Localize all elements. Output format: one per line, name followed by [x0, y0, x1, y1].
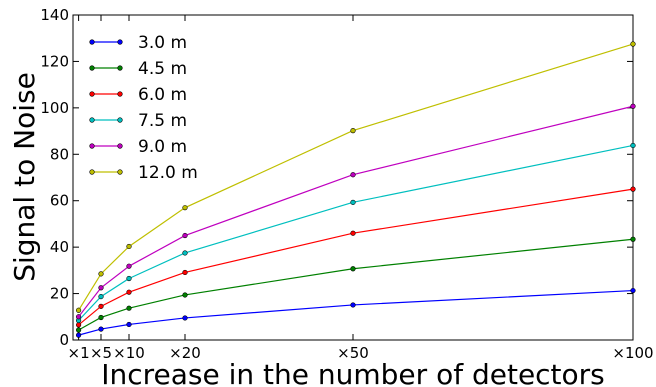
data-point	[350, 230, 356, 236]
data-point	[182, 232, 188, 239]
y-tick-label: 40	[50, 238, 69, 256]
y-tick-label: 80	[50, 145, 69, 163]
legend-item: 12.0 m	[89, 163, 198, 183]
legend-item: 3.0 m	[89, 33, 187, 53]
data-point	[75, 322, 82, 328]
series-line	[78, 289, 634, 336]
legend-item: 9.0 m	[89, 137, 187, 157]
legend-label: 7.5 m	[138, 111, 187, 131]
data-point	[182, 205, 188, 211]
data-point	[182, 292, 188, 298]
data-point	[126, 275, 132, 282]
legend-label: 9.0 m	[138, 137, 187, 157]
y-axis-title: Signal to Noise	[8, 72, 41, 282]
data-point	[126, 305, 132, 311]
y-tick-label: 20	[50, 285, 69, 303]
data-point	[350, 302, 356, 308]
data-point	[98, 285, 104, 291]
x-tick-label: ×50	[337, 344, 369, 362]
data-point	[75, 327, 82, 333]
y-tick-label: 0	[59, 331, 69, 349]
data-point	[350, 172, 356, 178]
y-tick-label: 60	[50, 192, 69, 210]
y-axis-ticks: 0 20 40 60 80 100 120 140	[40, 6, 633, 349]
legend-item: 7.5 m	[89, 111, 187, 131]
legend-marker	[117, 91, 123, 97]
data-point	[350, 199, 356, 205]
data-point	[98, 326, 104, 332]
legend-label: 4.5 m	[138, 59, 187, 79]
legend-item: 4.5 m	[89, 59, 187, 79]
x-axis-ticks: ×1 ×5 ×10 ×20 ×50 ×100	[68, 15, 654, 362]
x-axis-title: Increase in the number of detectors	[101, 358, 605, 387]
series-line	[78, 238, 634, 331]
legend-marker	[89, 169, 95, 175]
legend-marker	[89, 117, 95, 123]
data-point	[350, 128, 356, 134]
data-point	[630, 236, 636, 242]
x-tick-label: ×20	[169, 344, 201, 362]
data-point	[75, 314, 82, 320]
data-point	[98, 314, 104, 321]
legend-marker	[117, 117, 123, 123]
series-7-5-m	[75, 142, 636, 324]
legend-label: 3.0 m	[138, 33, 187, 53]
data-point	[182, 250, 188, 256]
y-tick-label: 120	[40, 52, 69, 70]
data-point	[126, 321, 132, 328]
legend-marker	[117, 39, 123, 45]
series-12-0-m	[75, 41, 636, 313]
data-point	[630, 103, 636, 109]
series-6-0-m	[75, 186, 636, 328]
data-point	[182, 315, 188, 321]
data-point	[630, 186, 636, 192]
x-tick-label: ×100	[612, 344, 653, 362]
data-point	[630, 142, 636, 149]
legend-label: 6.0 m	[138, 85, 187, 105]
data-point	[350, 266, 356, 272]
data-point	[75, 307, 82, 313]
legend-marker	[117, 143, 123, 149]
data-point	[630, 41, 636, 47]
y-tick-label: 100	[40, 99, 69, 117]
data-point	[75, 332, 82, 338]
y-tick-label: 140	[40, 6, 69, 24]
legend-marker	[89, 39, 95, 45]
legend-marker	[89, 91, 95, 97]
series-line	[78, 144, 634, 321]
series-4-5-m	[75, 236, 636, 333]
series-line	[78, 43, 634, 311]
series-layer	[75, 41, 636, 338]
legend-marker	[117, 169, 123, 175]
series-line	[78, 188, 634, 326]
legend-label: 12.0 m	[138, 163, 198, 183]
legend-marker	[89, 65, 95, 71]
legend-marker	[117, 65, 123, 71]
data-point	[630, 287, 636, 294]
data-point	[98, 271, 104, 277]
series-line	[78, 105, 634, 318]
data-point	[126, 243, 132, 250]
data-point	[182, 269, 188, 276]
data-point	[98, 303, 104, 309]
x-tick-label: ×5	[90, 344, 112, 362]
x-tick-label: ×10	[113, 344, 145, 362]
data-point	[98, 293, 104, 300]
series-9-0-m	[75, 103, 636, 320]
legend-marker	[89, 143, 95, 149]
x-tick-label: ×1	[68, 344, 90, 362]
legend: 3.0 m 4.5 m 6.0 m 7.5 m 9.0 m 12.0 m	[89, 33, 198, 183]
legend-item: 6.0 m	[89, 85, 187, 105]
data-point	[126, 289, 132, 295]
data-point	[126, 263, 132, 269]
series-3-0-m	[75, 287, 636, 338]
